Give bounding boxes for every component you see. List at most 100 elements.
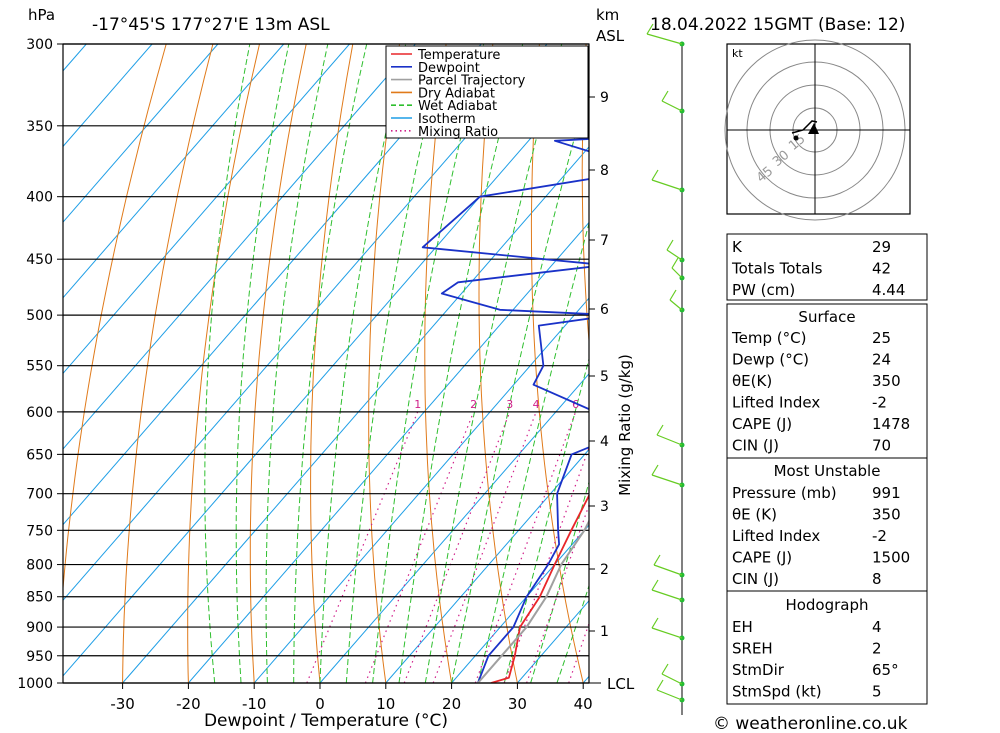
surface-title: Surface xyxy=(798,308,855,326)
pressure-tick-label: 400 xyxy=(26,190,53,206)
date-title: 18.04.2022 15GMT (Base: 12) xyxy=(650,15,905,35)
pressure-tick-label: 950 xyxy=(26,649,53,665)
table-row-value: 1478 xyxy=(872,415,910,433)
temperature-tick-label: -10 xyxy=(242,695,267,713)
dry-adiabat-line xyxy=(249,44,307,683)
table-row-key: Pressure (mb) xyxy=(732,484,837,502)
table-row-key: CIN (J) xyxy=(732,437,779,455)
wind-barb-flag xyxy=(669,289,677,301)
table-row-value: 350 xyxy=(872,506,901,524)
lcl-label: LCL xyxy=(607,675,635,693)
table-row-value: 70 xyxy=(872,437,891,455)
isobar-lines xyxy=(63,43,589,684)
table-row-value: 4 xyxy=(872,618,882,636)
wind-barb-flag xyxy=(656,679,664,691)
isotherm-line xyxy=(63,70,589,677)
hodograph-unit-label: kt xyxy=(732,47,743,60)
mixing-ratio-label: 2 xyxy=(470,398,477,411)
asl-label: ASL xyxy=(596,27,625,45)
table-row-key: Dewp (°C) xyxy=(732,351,809,369)
legend-item-label: Isotherm xyxy=(418,112,476,127)
wet-adiabat-line xyxy=(451,83,589,683)
table-row-value: -2 xyxy=(872,394,887,412)
table-row-value: 8 xyxy=(872,570,882,588)
wind-barb-shaft xyxy=(661,673,683,685)
table-row-value: 2 xyxy=(872,640,882,658)
dry-adiabat-line xyxy=(959,44,1000,683)
temperature-line xyxy=(490,493,589,683)
wind-barb-shaft xyxy=(651,474,683,486)
wet-adiabat-line xyxy=(265,44,329,683)
wind-barb-flag xyxy=(671,257,679,269)
table-row-key: PW (cm) xyxy=(732,281,795,299)
km-tick-label: 2 xyxy=(600,562,609,578)
pressure-tick-label: 800 xyxy=(26,558,53,574)
parcel-trajectory-line xyxy=(477,519,589,683)
pressure-tick-label: 850 xyxy=(26,590,53,606)
dry-adiabat-line xyxy=(187,44,260,683)
pressure-tick-label: 350 xyxy=(26,119,53,135)
pressure-tick-label: 1000 xyxy=(17,676,53,692)
isotherm-line xyxy=(253,297,589,683)
table-row-key: SREH xyxy=(732,640,773,658)
mixing-ratio-line xyxy=(503,446,589,683)
x-axis-title: Dewpoint / Temperature (°C) xyxy=(204,711,448,731)
wet-adiabat-line xyxy=(235,44,290,683)
table-row-value: -2 xyxy=(872,527,887,545)
wind-barb-shaft xyxy=(669,299,683,311)
hpa-unit-label: hPa xyxy=(28,6,55,24)
km-unit-label: km xyxy=(596,6,619,24)
wind-barb-flag xyxy=(651,169,659,181)
table-row-key: Totals Totals xyxy=(731,260,823,278)
table-row-key: CAPE (J) xyxy=(732,415,792,433)
hodograph-point xyxy=(793,135,799,141)
hodograph-table-title: Hodograph xyxy=(785,596,868,614)
temperature-tick-label: 0 xyxy=(315,695,325,713)
mixing-ratio-label: 8 xyxy=(598,398,605,411)
wind-barb-shaft xyxy=(651,627,683,639)
wet-adiabat-line xyxy=(345,44,446,683)
table-row-value: 5 xyxy=(872,683,882,701)
wind-barb-shaft xyxy=(651,179,683,191)
indices-box xyxy=(726,233,928,301)
wind-barb-shaft xyxy=(646,33,683,45)
wind-barb-shaft xyxy=(656,434,683,446)
isotherm-line xyxy=(63,44,548,602)
isotherm-line xyxy=(385,448,589,683)
temperature-tick-label: 10 xyxy=(376,695,395,713)
legend-item-label: Parcel Trajectory xyxy=(418,74,526,89)
dry-adiabat-line xyxy=(368,44,400,683)
mixing-ratio-line xyxy=(474,411,577,683)
table-row-value: 4.44 xyxy=(872,281,905,299)
table-row-key: EH xyxy=(732,618,753,636)
table-row-value: 24 xyxy=(872,351,891,369)
table-row-key: CAPE (J) xyxy=(732,549,792,567)
pressure-tick-label: 500 xyxy=(26,308,53,324)
mixing-ratio-label: 25 xyxy=(713,398,727,411)
hodograph-trace xyxy=(791,120,818,134)
temperature-tick-label: -30 xyxy=(110,695,135,713)
surface-box xyxy=(726,303,928,459)
km-tick-label: 4 xyxy=(600,434,609,450)
wet-adiabat-line xyxy=(530,480,589,683)
wind-barb-shaft xyxy=(666,249,683,261)
wind-barb-flag xyxy=(661,663,669,675)
copyright-footer: © weatheronline.co.uk xyxy=(713,714,908,733)
table-row-key: K xyxy=(732,238,743,256)
storm-motion-marker xyxy=(808,123,819,134)
km-tick-label: 6 xyxy=(600,302,609,318)
temperature-tick-label: 40 xyxy=(574,695,593,713)
axes-labels: 3003504004505005506006507007508008509009… xyxy=(17,37,634,713)
mixing-ratio-label: 15 xyxy=(654,398,668,411)
mixing-ratio-label: 1 xyxy=(414,398,421,411)
wet-adiabat-line xyxy=(293,44,368,683)
wet-adiabat-line xyxy=(398,44,524,683)
mixing-ratio-label: 3 xyxy=(506,398,513,411)
temperature-tick-label: -20 xyxy=(176,695,201,713)
dry-adiabat-line xyxy=(581,44,589,347)
wet-adiabat-line xyxy=(424,44,563,683)
isotherm-line xyxy=(319,373,589,683)
isotherm-line xyxy=(188,221,589,683)
